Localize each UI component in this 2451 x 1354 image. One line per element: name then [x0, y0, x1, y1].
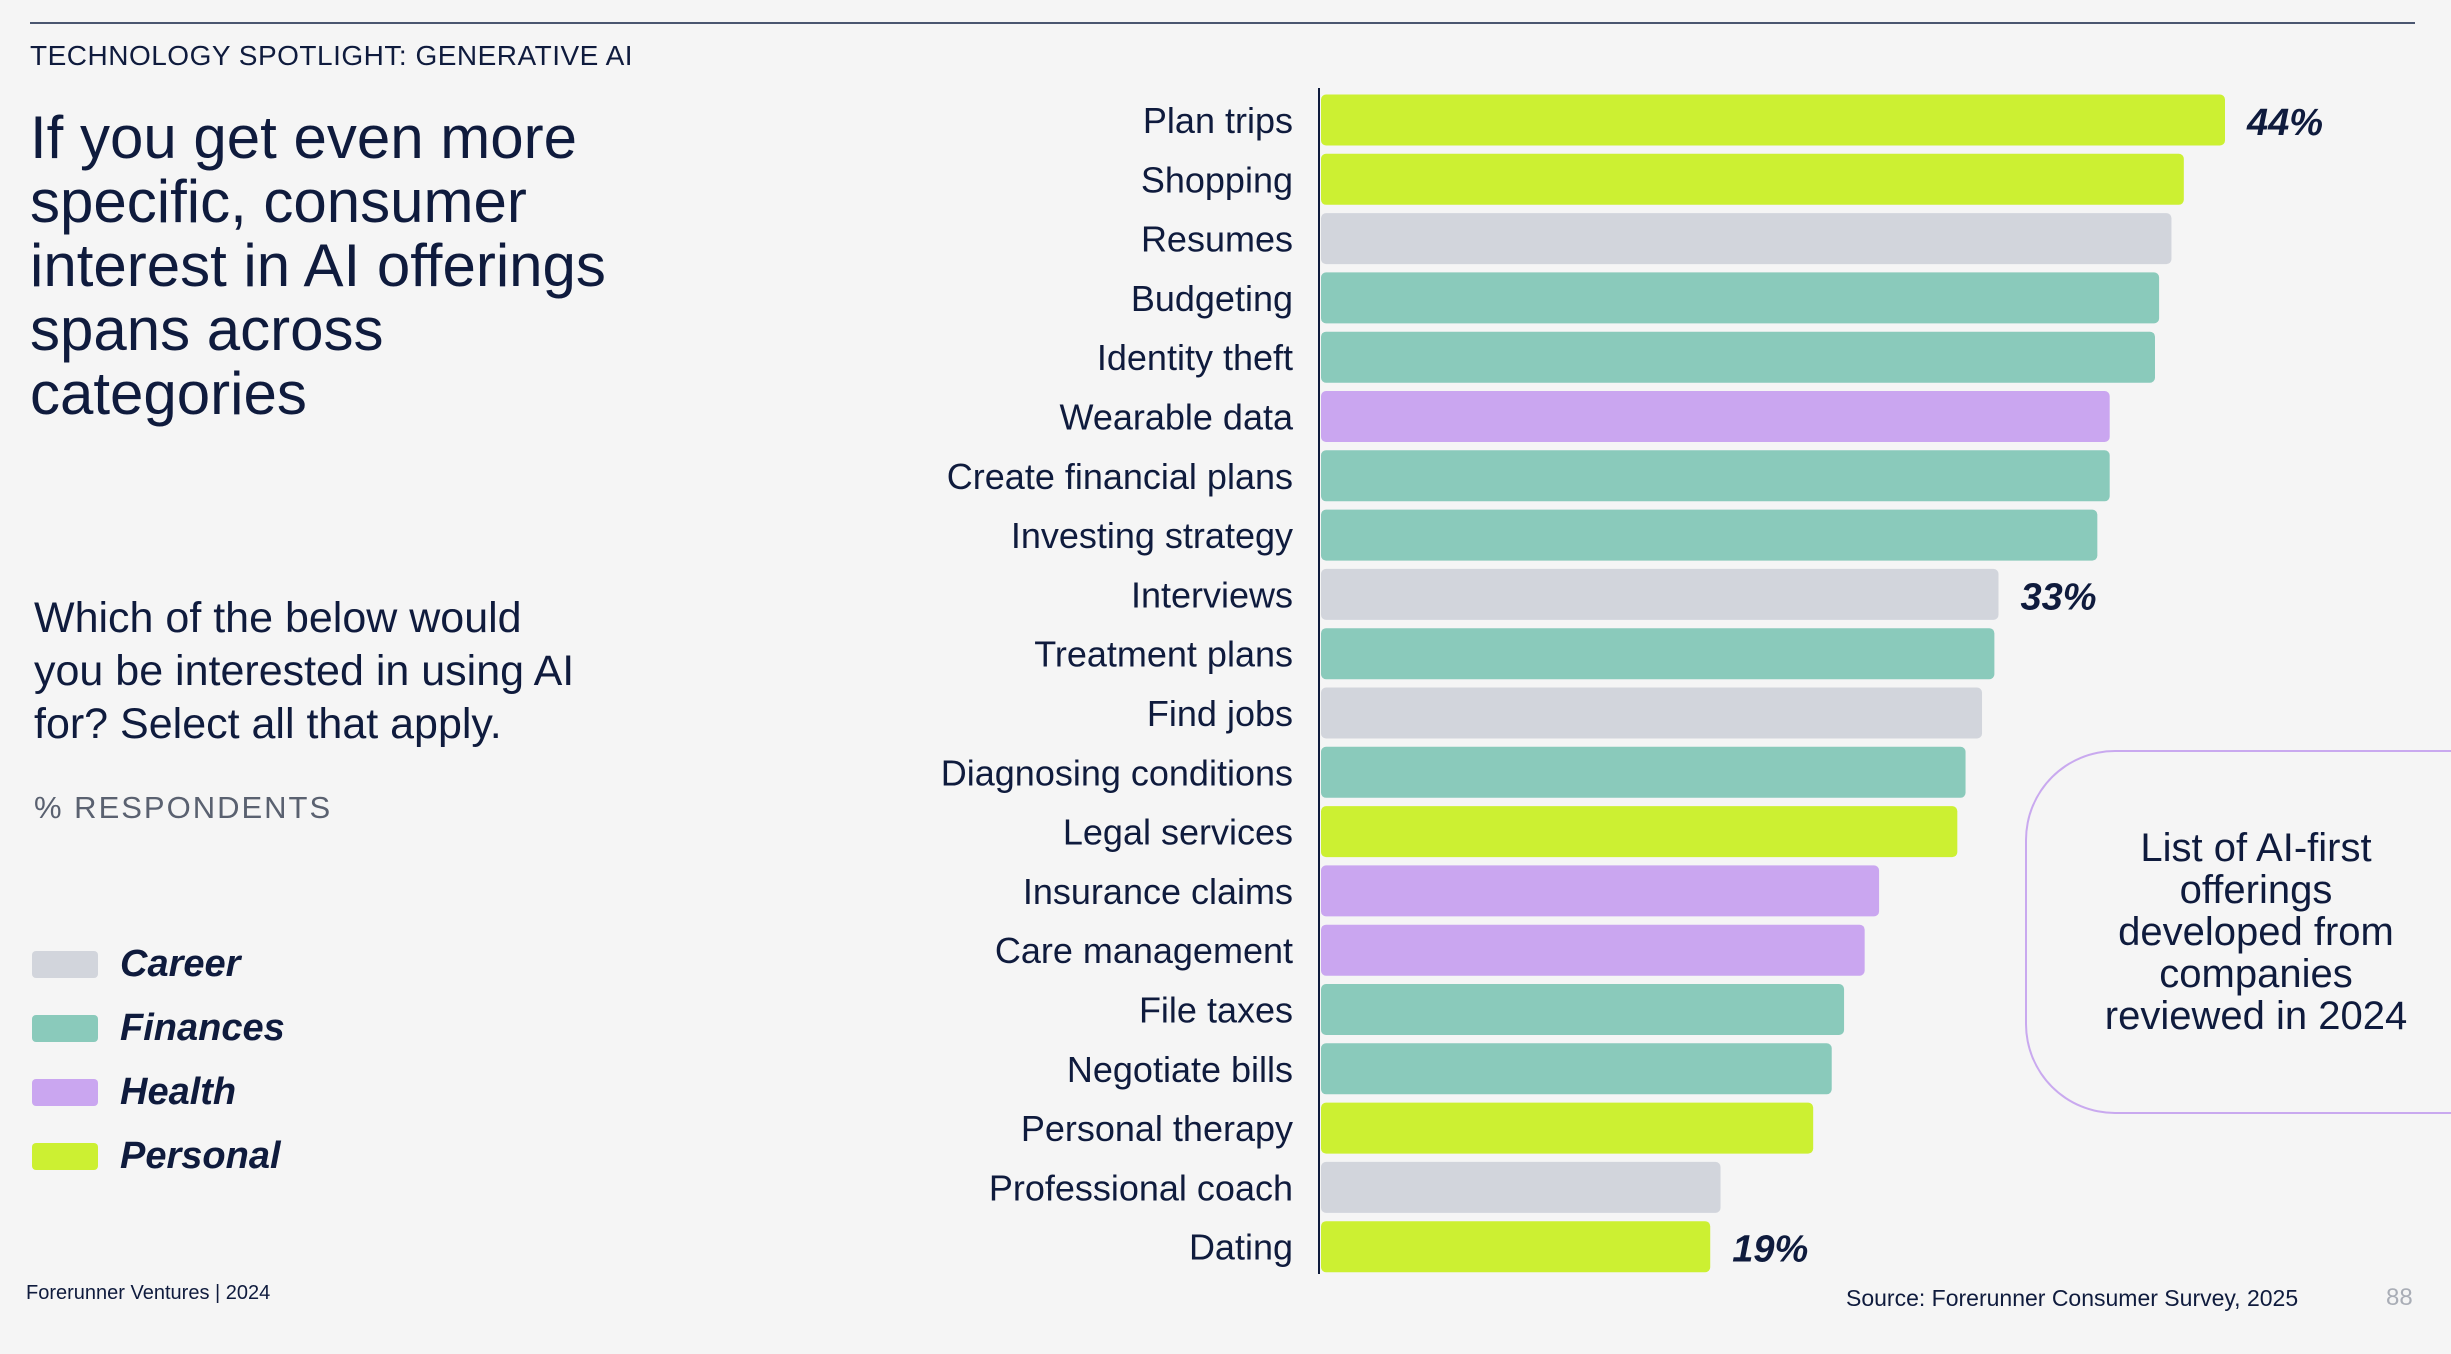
legend-swatch-finances	[32, 1014, 98, 1042]
legend-item-career: Career	[32, 932, 285, 996]
category-label: Plan trips	[1143, 100, 1293, 141]
bar	[1321, 450, 2110, 502]
legend-swatch-personal	[32, 1142, 98, 1170]
legend: Career Finances Health Personal	[32, 932, 285, 1188]
legend-swatch-career	[32, 950, 98, 978]
bar	[1321, 391, 2110, 442]
category-label: Interviews	[1131, 574, 1293, 615]
data-label: 19%	[1732, 1229, 1808, 1271]
legend-label-personal: Personal	[120, 1134, 281, 1177]
legend-label-finances: Finances	[120, 1006, 285, 1049]
category-label: Dating	[1189, 1227, 1293, 1268]
category-label: Budgeting	[1131, 278, 1293, 319]
footer-credit: Forerunner Ventures | 2024	[26, 1282, 271, 1304]
page-number: 88	[2386, 1284, 2413, 1311]
category-label: Personal therapy	[1021, 1108, 1293, 1149]
bar	[1321, 331, 2155, 383]
bar	[1321, 94, 2225, 146]
category-label: Find jobs	[1147, 693, 1293, 734]
category-label: Insurance claims	[1023, 871, 1293, 912]
top-divider	[30, 22, 2415, 24]
bar	[1321, 1043, 1832, 1095]
legend-item-finances: Finances	[32, 996, 285, 1060]
category-label: Care management	[995, 930, 1293, 971]
bar	[1321, 984, 1845, 1035]
bar	[1321, 924, 1865, 976]
callout-box: List of AI-first offerings developed fro…	[2025, 750, 2451, 1114]
data-label: 44%	[2246, 102, 2323, 144]
category-label: Negotiate bills	[1067, 1049, 1293, 1090]
category-label: Investing strategy	[1011, 515, 1293, 556]
callout-text: List of AI-first offerings developed fro…	[2104, 826, 2408, 1038]
category-label: Resumes	[1141, 219, 1293, 260]
category-label: Create financial plans	[947, 456, 1293, 497]
data-label: 33%	[2021, 576, 2097, 618]
bar	[1321, 213, 2172, 265]
survey-question: Which of the below would you be interest…	[34, 594, 575, 748]
legend-item-personal: Personal	[32, 1124, 285, 1188]
section-tag: TECHNOLOGY SPOTLIGHT: GENERATIVE AI	[30, 40, 634, 71]
bar	[1321, 687, 1983, 739]
source-note: Source: Forerunner Consumer Survey, 2025	[1846, 1285, 2299, 1311]
category-label: File taxes	[1139, 990, 1293, 1031]
category-label: Wearable data	[1060, 397, 1294, 438]
category-label: Identity theft	[1097, 337, 1293, 378]
bar	[1321, 746, 1966, 798]
legend-label-career: Career	[120, 942, 241, 985]
unit-label: % RESPONDENTS	[34, 790, 333, 825]
bar	[1321, 1161, 1721, 1213]
bar	[1321, 1102, 1814, 1154]
category-label: Treatment plans	[1034, 634, 1293, 675]
category-label: Professional coach	[989, 1167, 1293, 1208]
legend-swatch-health	[32, 1078, 98, 1106]
page-title: If you get even more specific, consumer …	[30, 104, 606, 427]
bar	[1321, 153, 2184, 205]
bar	[1321, 1221, 1711, 1273]
bar	[1321, 272, 2160, 324]
category-label: Diagnosing conditions	[941, 752, 1293, 793]
bar	[1321, 568, 1999, 620]
bar	[1321, 509, 2098, 561]
category-label: Shopping	[1141, 159, 1293, 200]
bar	[1321, 865, 1880, 917]
bar	[1321, 806, 1958, 858]
category-label: Legal services	[1063, 812, 1293, 853]
legend-item-health: Health	[32, 1060, 285, 1124]
legend-label-health: Health	[120, 1070, 237, 1113]
bar	[1321, 628, 1995, 680]
